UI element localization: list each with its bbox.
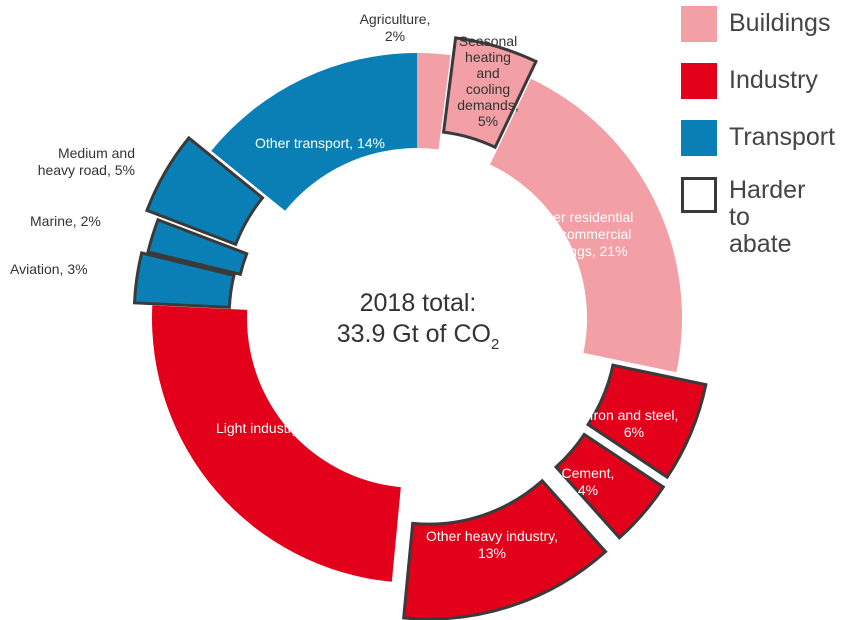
segment-label-3: Other residential and commercial buildings…: [531, 209, 634, 259]
legend-item-buildings: Buildings: [681, 6, 830, 42]
legend-label: Transport: [729, 123, 836, 151]
donut-segment-7: [151, 305, 401, 582]
center-label-line1: 2018 total:: [360, 289, 477, 317]
legend-label: Buildings: [729, 9, 831, 37]
legend-swatch: [681, 177, 717, 213]
donut-segment-2: [441, 36, 538, 150]
legend-swatch: [681, 63, 717, 99]
legend-item-transport: Transport: [681, 120, 835, 156]
legend-item-harder-to-abate: Harder to abate: [681, 177, 805, 258]
segment-label-1: Agriculture, 2%: [360, 11, 431, 44]
segment-label-2: Seasonal heating and cooling demands, 5%: [457, 33, 518, 129]
legend-label: Harder to abate: [729, 176, 806, 258]
donut-segment-3: [490, 78, 682, 373]
donut-segment-9: [146, 217, 249, 277]
segment-label-11: Other transport, 14%: [255, 135, 385, 151]
segment-label-9: Marine, 2%: [30, 213, 101, 229]
legend-swatch: [681, 6, 717, 42]
segment-label-4: Iron and steel, 6%: [590, 407, 679, 440]
donut-segment-8: [132, 251, 236, 309]
segment-label-7: Light industry, 24%: [216, 420, 334, 436]
legend-item-industry: Industry: [681, 63, 818, 99]
legend-swatch: [681, 120, 717, 156]
donut-segment-11: [211, 52, 417, 211]
donut-segment-5: [553, 432, 666, 540]
donut-segment-10: [144, 135, 265, 247]
segment-label-8: Aviation, 3%: [10, 261, 88, 277]
segment-label-10: Medium and heavy road, 5%: [38, 145, 135, 178]
donut-segment-1: [417, 53, 451, 150]
donut-segment-6: [402, 478, 608, 620]
segment-label-6: Other heavy industry, 13%: [426, 528, 558, 561]
donut-segment-4: [585, 363, 708, 480]
segment-label-5: Cement, 4%: [562, 465, 615, 498]
center-label-line2: 33.9 Gt of CO2: [337, 320, 500, 353]
legend-label: Industry: [729, 66, 818, 94]
